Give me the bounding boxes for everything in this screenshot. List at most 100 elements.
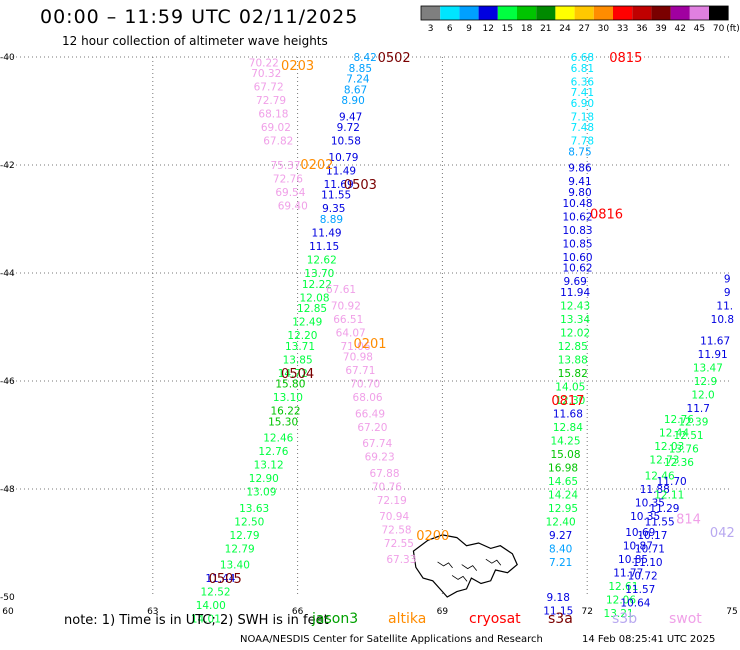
lat-tick-label: -48 <box>0 485 15 495</box>
wave-height-value: 75.37 <box>271 160 301 172</box>
pass-label: 0201 <box>353 337 386 352</box>
legend-swatch <box>555 6 575 20</box>
map-grid <box>8 56 732 597</box>
wave-height-value: 12.79 <box>225 543 255 555</box>
wave-height-value: 12.90 <box>249 473 279 485</box>
wave-height-value: 70.92 <box>331 300 361 312</box>
lat-tick-label: -44 <box>0 269 15 279</box>
pass-label: 0816 <box>590 208 623 223</box>
wave-height-value: 8.40 <box>549 543 572 555</box>
pass-label: 0203 <box>281 59 314 74</box>
legend-label: 27 <box>578 24 589 34</box>
wave-height-value: 66.51 <box>333 314 363 326</box>
wave-height-value: 12.49 <box>292 317 322 329</box>
lon-tick-label: 66 <box>292 607 304 617</box>
wave-height-value: 8.89 <box>320 214 343 226</box>
wave-height-value: 14.72 <box>278 368 308 380</box>
wave-height-value: 67.72 <box>254 82 284 94</box>
legend-label: 3 <box>428 24 434 34</box>
legend-swatch <box>574 6 594 20</box>
wave-height-value: 10.79 <box>328 152 358 164</box>
altimeter-tracks: 8.428.857.248.678.909.479.7210.5810.7911… <box>191 52 734 626</box>
wave-height-value: 12.9 <box>694 376 717 388</box>
wave-height-value: 12.73 <box>649 454 679 466</box>
wave-height-value: 69.02 <box>261 122 291 134</box>
wave-height-value: 10.60 <box>563 252 593 264</box>
wave-height-value: 12.44 <box>659 427 689 439</box>
wave-height-value: 13.76 <box>669 444 699 456</box>
wave-height-value: 11. <box>716 300 733 312</box>
wave-height-value: 15.30 <box>268 417 298 429</box>
wave-height-value: 8.75 <box>568 147 591 159</box>
wave-height-value: 72.19 <box>377 495 407 507</box>
fjord-line <box>437 561 453 569</box>
satellite-swot: swot <box>669 611 702 627</box>
wave-height-value: 6.81 <box>571 63 594 75</box>
wave-height-value: 9 <box>724 287 731 299</box>
wave-height-value: 12.50 <box>234 516 264 528</box>
wave-height-value: 8.67 <box>344 84 367 96</box>
wave-height-value: 72.76 <box>273 174 303 186</box>
pass-label: 0817 <box>551 394 584 409</box>
wave-height-value: 70.98 <box>343 352 373 364</box>
legend-frame <box>420 5 729 21</box>
wave-height-value: 10.62 <box>563 263 593 275</box>
wave-height-value: 11.69 <box>324 179 354 191</box>
wave-height-value: 71.06 <box>340 341 370 353</box>
wave-height-value: 10.69 <box>625 527 655 539</box>
legend-label: 33 <box>617 24 628 34</box>
wave-height-value: 8.85 <box>349 63 372 75</box>
lat-tick-label: -40 <box>0 53 15 63</box>
wave-height-value: 8.42 <box>353 52 376 64</box>
wave-height-value: 12.51 <box>674 430 704 442</box>
wave-height-value: 11.68 <box>553 408 583 420</box>
pass-label: 0504 <box>281 367 314 382</box>
wave-height-value: 70.70 <box>350 379 380 391</box>
track-cryosat-0815-0817: 6.686.816.367.416.907.187.48 7.788.75 9.86… <box>543 52 594 618</box>
wave-height-value: 10.72 <box>628 570 658 582</box>
wave-height-value: 7.41 <box>571 87 594 99</box>
legend-swatch <box>421 6 441 20</box>
wave-height-value: 16.98 <box>548 462 578 474</box>
wave-height-value: 67.74 <box>362 438 392 450</box>
wave-height-value: 13.40 <box>220 560 250 572</box>
legend-swatch <box>478 6 498 20</box>
wave-height-value: 7.48 <box>571 122 594 134</box>
pass-label: 0202 <box>300 158 333 173</box>
wave-height-value: 7.78 <box>571 136 594 148</box>
legend-label: 21 <box>540 24 551 34</box>
wave-height-value: 68.06 <box>353 392 383 404</box>
page-subtitle: 12 hour collection of altimeter wave hei… <box>62 34 328 48</box>
wave-height-value: 13.88 <box>558 354 588 366</box>
wave-height-value: 67.82 <box>263 136 293 148</box>
pass-label: 0502 <box>378 51 411 66</box>
wave-height-value: 12.95 <box>548 503 578 515</box>
lat-tick-label: -50 <box>0 593 15 603</box>
wave-height-value: 12.03 <box>654 441 684 453</box>
wave-height-value: 12.62 <box>307 255 337 267</box>
legend-label: 24 <box>559 24 571 34</box>
wave-height-value: 10.64 <box>620 597 650 609</box>
wave-height-value: 67.61 <box>326 284 356 296</box>
wave-height-value: 12.61 <box>608 581 638 593</box>
wave-height-value: 10.87 <box>623 541 653 553</box>
wave-height-value: 9.86 <box>568 163 592 175</box>
wave-height-value: 10.58 <box>331 136 361 148</box>
wave-height-value: 16.22 <box>271 406 301 418</box>
island-outline <box>412 534 518 598</box>
satellite-jason3: jason3 <box>312 611 359 627</box>
wave-height-value: 12.85 <box>558 341 588 353</box>
wave-height-value: 72.79 <box>256 95 286 107</box>
timestamp: 14 Feb 08:25:41 UTC 2025 <box>582 634 716 645</box>
wave-height-value: 11.10 <box>633 557 663 569</box>
wave-height-value: 11.91 <box>698 349 728 361</box>
wave-height-value: 12.11 <box>654 489 684 501</box>
legend-swatch <box>613 6 633 20</box>
wave-height-value: 11.15 <box>543 606 573 618</box>
wave-height-value: 13.63 <box>239 503 269 515</box>
wave-height-value: 12.40 <box>546 516 576 528</box>
pass-label: 0200 <box>416 529 449 544</box>
pass-label: 0505 <box>209 572 242 587</box>
wave-height-value: 11.55 <box>645 516 675 528</box>
